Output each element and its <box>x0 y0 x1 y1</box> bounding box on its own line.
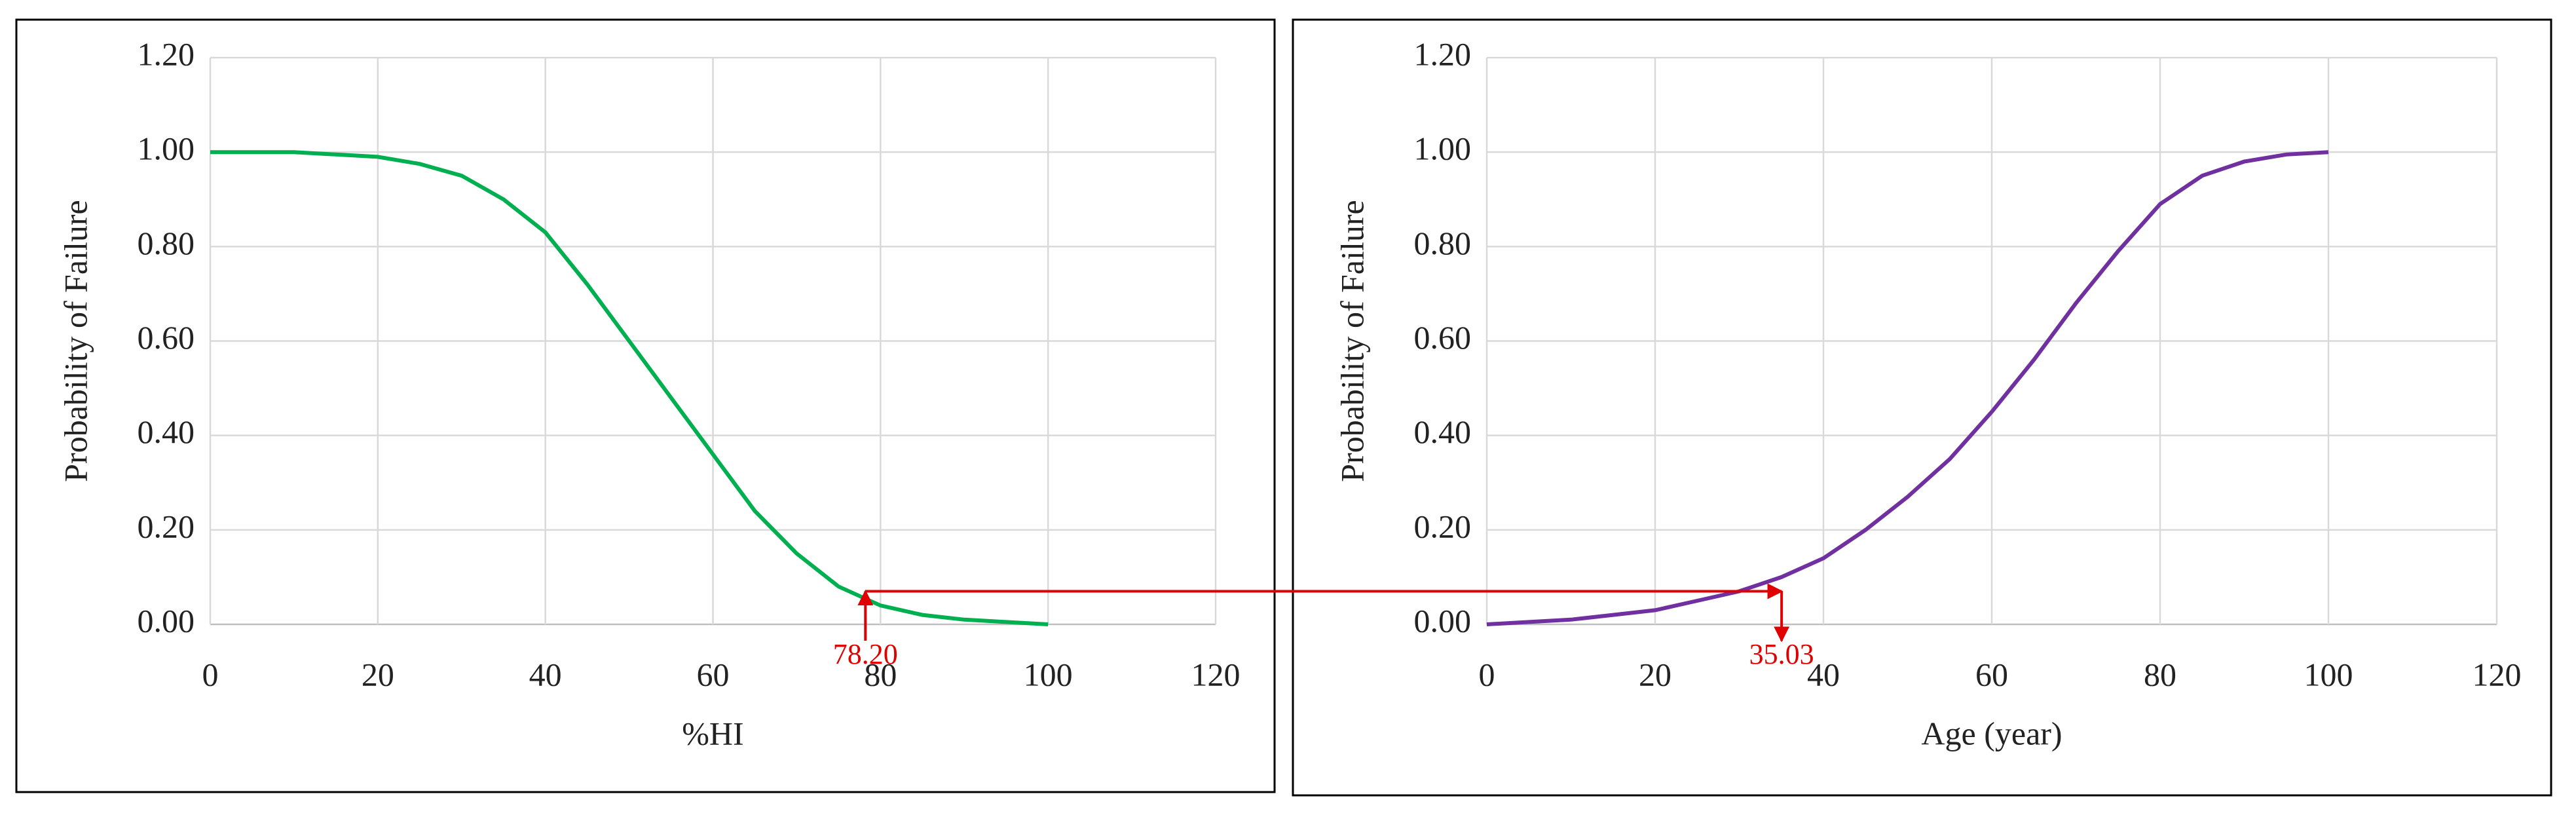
y-tick-label: 0.80 <box>138 225 195 261</box>
x-tick-label: 80 <box>2144 656 2176 692</box>
x-tick-label: 120 <box>1191 656 1241 692</box>
y-tick-label: 0.20 <box>138 508 195 544</box>
x-tick-label: 60 <box>1975 656 2008 692</box>
line-series <box>210 150 1049 626</box>
x-tick-label: 120 <box>2473 656 2522 692</box>
x-tick-label: 0 <box>202 656 219 692</box>
y-tick-label: 0.60 <box>1414 319 1472 356</box>
line-series <box>1486 150 2329 626</box>
y-tick-label: 0.60 <box>138 319 195 356</box>
annotation-label: 78.20 <box>833 638 898 670</box>
y-tick-label: 0.00 <box>1414 602 1472 639</box>
x-tick-label: 20 <box>362 656 394 692</box>
y-tick-label: 1.20 <box>138 35 195 72</box>
y-tick-label: 1.00 <box>138 130 195 167</box>
y-tick-label: 0.40 <box>1414 413 1472 450</box>
x-axis-title: %HI <box>682 715 743 751</box>
x-tick-label: 60 <box>697 656 730 692</box>
panel-border <box>15 18 1276 793</box>
panel-border <box>1292 18 2552 797</box>
y-tick-label: 0.40 <box>138 413 195 450</box>
x-tick-label: 40 <box>1807 656 1840 692</box>
x-axis-title: Age (year) <box>1921 715 2062 751</box>
x-tick-label: 100 <box>1024 656 1073 692</box>
y-tick-label: 0.20 <box>1414 508 1472 544</box>
y-tick-label: 1.00 <box>1414 130 1472 167</box>
x-tick-label: 40 <box>529 656 562 692</box>
annotation-label: 35.03 <box>1749 638 1814 670</box>
x-tick-label: 20 <box>1639 656 1671 692</box>
y-axis-title: Probability of Failure <box>1334 200 1370 482</box>
y-tick-label: 0.80 <box>1414 225 1472 261</box>
x-tick-label: 80 <box>864 656 897 692</box>
y-axis-title: Probability of Failure <box>57 200 94 482</box>
y-tick-label: 1.20 <box>1414 35 1472 72</box>
y-tick-label: 0.00 <box>138 602 195 639</box>
x-tick-label: 100 <box>2304 656 2353 692</box>
x-tick-label: 0 <box>1479 656 1495 692</box>
